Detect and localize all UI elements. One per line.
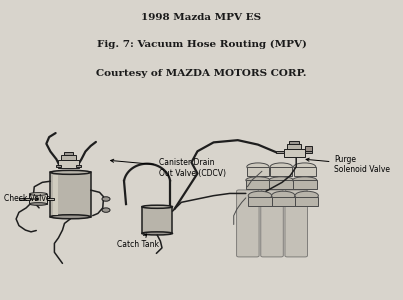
Ellipse shape: [272, 191, 295, 200]
Bar: [29, 194, 47, 204]
Bar: [246, 180, 270, 189]
Bar: [53, 175, 58, 214]
Bar: [61, 155, 76, 160]
Bar: [270, 167, 293, 176]
Bar: [248, 197, 272, 206]
FancyBboxPatch shape: [237, 190, 259, 257]
Ellipse shape: [142, 232, 172, 235]
Bar: [23, 198, 30, 200]
Bar: [247, 167, 269, 176]
Bar: [293, 180, 317, 189]
Ellipse shape: [270, 163, 293, 171]
Bar: [76, 165, 81, 167]
Circle shape: [102, 208, 110, 212]
Bar: [269, 180, 293, 189]
Bar: [305, 146, 312, 151]
Bar: [56, 165, 61, 167]
FancyBboxPatch shape: [261, 190, 283, 257]
Bar: [284, 148, 305, 158]
Bar: [305, 151, 312, 154]
Text: Purge
Solenoid Valve: Purge Solenoid Valve: [306, 155, 391, 174]
Ellipse shape: [247, 163, 269, 171]
Text: Fig. 7: Vacuum Hose Routing (MPV): Fig. 7: Vacuum Hose Routing (MPV): [97, 40, 306, 50]
Ellipse shape: [29, 203, 47, 205]
Bar: [289, 141, 299, 144]
Bar: [293, 167, 316, 176]
Ellipse shape: [246, 177, 270, 183]
Text: Courtesy of MAZDA MOTORS CORP.: Courtesy of MAZDA MOTORS CORP.: [96, 69, 307, 78]
Bar: [272, 197, 295, 206]
Ellipse shape: [50, 170, 91, 174]
Ellipse shape: [50, 215, 91, 219]
Bar: [58, 160, 79, 168]
Bar: [64, 152, 73, 155]
Bar: [50, 172, 91, 217]
Circle shape: [102, 197, 110, 201]
Text: Catch Tank: Catch Tank: [117, 234, 159, 249]
Text: Check Valve: Check Valve: [4, 194, 50, 203]
Bar: [276, 151, 284, 154]
Ellipse shape: [248, 191, 272, 200]
Bar: [47, 198, 54, 200]
FancyBboxPatch shape: [285, 190, 307, 257]
Text: Canister Drain
Out Valve (CDCV): Canister Drain Out Valve (CDCV): [111, 158, 226, 178]
Ellipse shape: [29, 193, 47, 195]
Ellipse shape: [269, 177, 293, 183]
Ellipse shape: [293, 163, 316, 171]
Bar: [287, 144, 301, 148]
Bar: [19, 198, 24, 200]
Text: 1998 Mazda MPV ES: 1998 Mazda MPV ES: [141, 13, 262, 22]
Ellipse shape: [295, 191, 318, 200]
Ellipse shape: [142, 205, 172, 208]
Ellipse shape: [293, 177, 317, 183]
Bar: [142, 207, 172, 233]
Bar: [295, 197, 318, 206]
